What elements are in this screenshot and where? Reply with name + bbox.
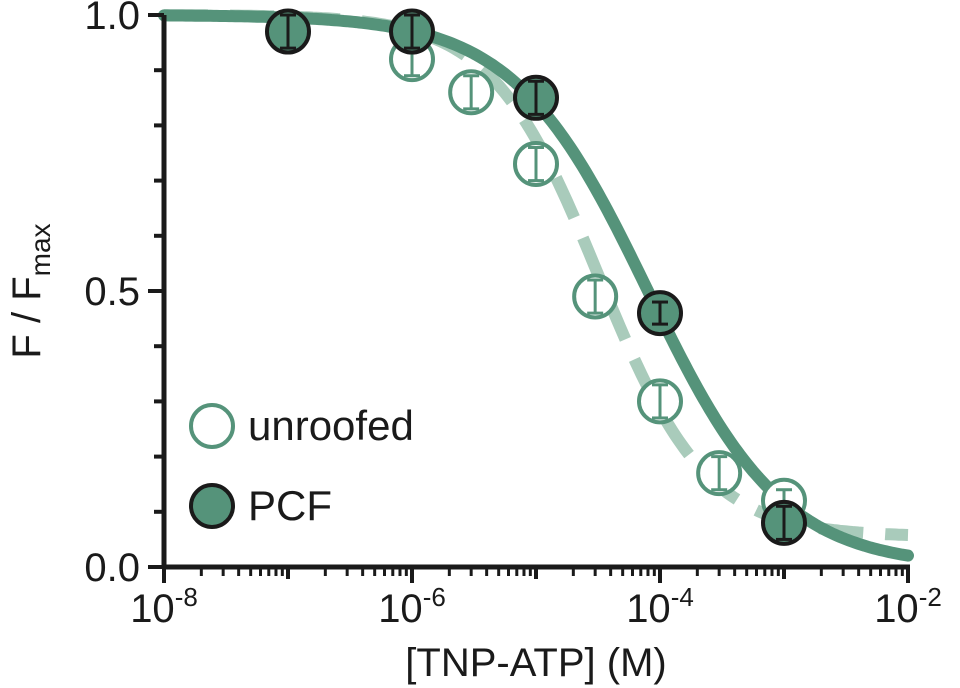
x-tick-label: 10-6: [378, 582, 446, 631]
pcf-point: [761, 499, 807, 546]
unroofed-point: [637, 378, 683, 425]
x-axis-title: [TNP-ATP] (M): [405, 641, 666, 685]
legend-item: unroofed: [189, 402, 414, 449]
legend-item: PCF: [189, 482, 332, 529]
pcf-point: [513, 74, 559, 121]
pcf-point: [389, 8, 435, 55]
unroofed-point: [448, 69, 495, 116]
y-tick-label: 0.0: [84, 546, 140, 590]
unroofed-point: [572, 273, 619, 320]
legend: unroofed PCF: [189, 402, 414, 529]
x-tick-label: 10-4: [626, 582, 694, 631]
legend-marker: [189, 403, 235, 449]
y-tick-label: 0.5: [84, 270, 140, 314]
x-tick-label: 10-8: [130, 582, 198, 631]
data-points: [265, 8, 807, 546]
legend-marker: [189, 483, 235, 529]
y-axis-title: F / Fmax: [5, 223, 56, 358]
legend-label: PCF: [248, 482, 332, 529]
unroofed-point: [513, 141, 559, 188]
y-tick-label: 1.0: [84, 0, 140, 38]
pcf-point: [637, 290, 683, 337]
x-tick-label: 10-2: [874, 582, 942, 631]
axis-labels: [TNP-ATP] (M) F / Fmax: [5, 223, 667, 685]
legend-label: unroofed: [248, 402, 414, 449]
unroofed-point: [696, 450, 743, 497]
pcf-point: [265, 8, 311, 55]
axes: 0.0 0.5 1.0 10-8 10-6 10-4 10-2: [84, 0, 941, 631]
